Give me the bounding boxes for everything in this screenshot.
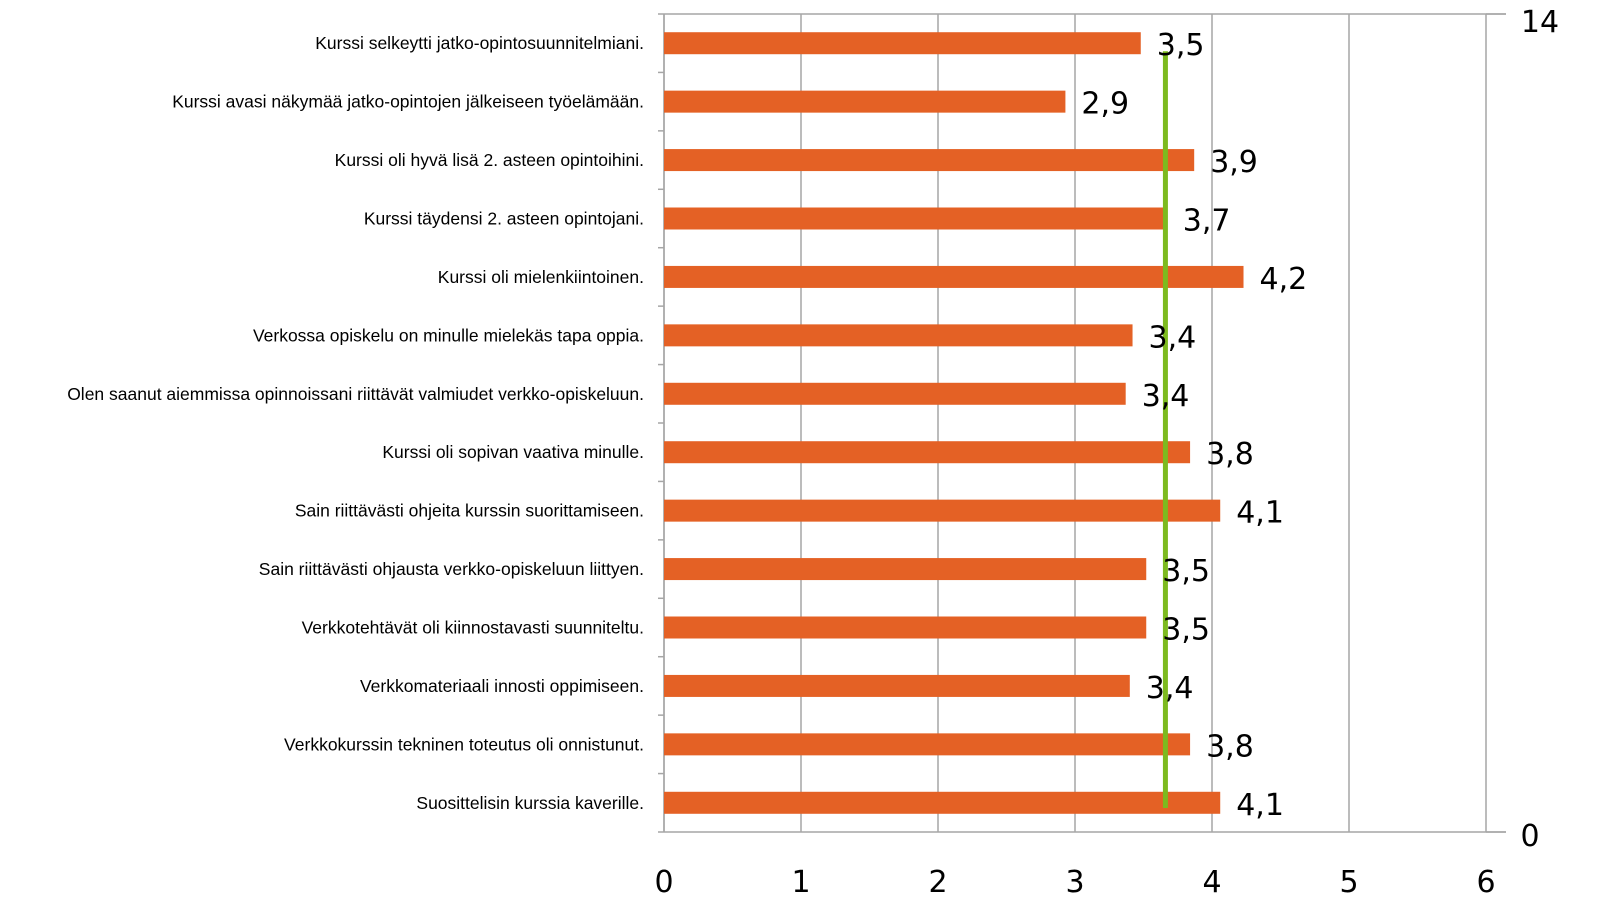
value-label: 3,5 bbox=[1157, 28, 1205, 63]
label-layer: 0 1 2 3 4 5 6 14 0 Kurssi selkeytti jatko-opintos… bbox=[67, 5, 1559, 900]
bar bbox=[664, 324, 1133, 347]
category-label: Kurssi selkeytti jatko-opintosuunnitelmi… bbox=[315, 33, 644, 53]
bar bbox=[664, 149, 1195, 172]
bar bbox=[664, 616, 1147, 639]
category-label: Kurssi avasi näkymää jatko-opintojen jäl… bbox=[172, 92, 644, 112]
value-label: 3,4 bbox=[1149, 320, 1197, 355]
bar bbox=[664, 733, 1191, 756]
category-label: Verkkokurssin tekninen toteutus oli onni… bbox=[284, 734, 644, 754]
value-label: 3,8 bbox=[1206, 729, 1254, 764]
bar bbox=[664, 265, 1244, 288]
x-tick-label: 1 bbox=[791, 865, 810, 900]
category-label: Kurssi oli hyvä lisä 2. asteen opintoihi… bbox=[335, 150, 644, 170]
category-label: Kurssi oli sopivan vaativa minulle. bbox=[382, 442, 644, 462]
bar bbox=[664, 441, 1191, 464]
x-tick-label: 3 bbox=[1065, 865, 1084, 900]
bar bbox=[664, 791, 1221, 814]
value-label: 3,5 bbox=[1162, 554, 1210, 589]
x-tick-label: 6 bbox=[1476, 865, 1495, 900]
bar bbox=[664, 90, 1066, 113]
category-label: Sain riittävästi ohjeita kurssin suoritt… bbox=[295, 501, 644, 521]
x-tick-label: 0 bbox=[654, 865, 673, 900]
value-label: 3,4 bbox=[1142, 379, 1190, 414]
category-label: Verkossa opiskelu on minulle mielekäs ta… bbox=[253, 325, 644, 345]
value-label: 3,8 bbox=[1206, 437, 1254, 472]
bar bbox=[664, 558, 1147, 581]
value-label: 3,4 bbox=[1146, 671, 1194, 706]
x-tick-label: 5 bbox=[1339, 865, 1358, 900]
category-label: Kurssi oli mielenkiintoinen. bbox=[438, 267, 644, 287]
bar bbox=[664, 674, 1130, 697]
bar bbox=[664, 499, 1221, 522]
value-label: 2,9 bbox=[1081, 87, 1129, 122]
bar bbox=[664, 207, 1167, 230]
value-label: 3,9 bbox=[1210, 145, 1258, 180]
value-label: 4,1 bbox=[1236, 496, 1284, 531]
x-tick-label: 4 bbox=[1202, 865, 1221, 900]
secondary-axis-label-bottom: 0 bbox=[1520, 819, 1539, 854]
bar-layer bbox=[664, 32, 1244, 814]
value-label: 3,5 bbox=[1162, 613, 1210, 648]
x-tick-label: 2 bbox=[928, 865, 947, 900]
category-label: Sain riittävästi ohjausta verkko-opiskel… bbox=[259, 559, 644, 579]
value-label: 3,7 bbox=[1183, 204, 1231, 239]
bar bbox=[664, 382, 1126, 405]
bar bbox=[664, 32, 1141, 55]
value-label: 4,1 bbox=[1236, 788, 1284, 823]
secondary-axis-label-top: 14 bbox=[1521, 5, 1559, 40]
category-label: Olen saanut aiemmissa opinnoissani riitt… bbox=[67, 384, 644, 404]
category-label: Suosittelisin kurssia kaverille. bbox=[416, 793, 644, 813]
category-label: Kurssi täydensi 2. asteen opintojani. bbox=[364, 209, 644, 229]
category-label: Verkkotehtävät oli kiinnostavasti suunni… bbox=[302, 618, 644, 638]
value-label: 4,2 bbox=[1260, 262, 1308, 297]
grid-layer bbox=[658, 13, 1506, 833]
category-label: Verkkomateriaali innosti oppimiseen. bbox=[360, 676, 644, 696]
